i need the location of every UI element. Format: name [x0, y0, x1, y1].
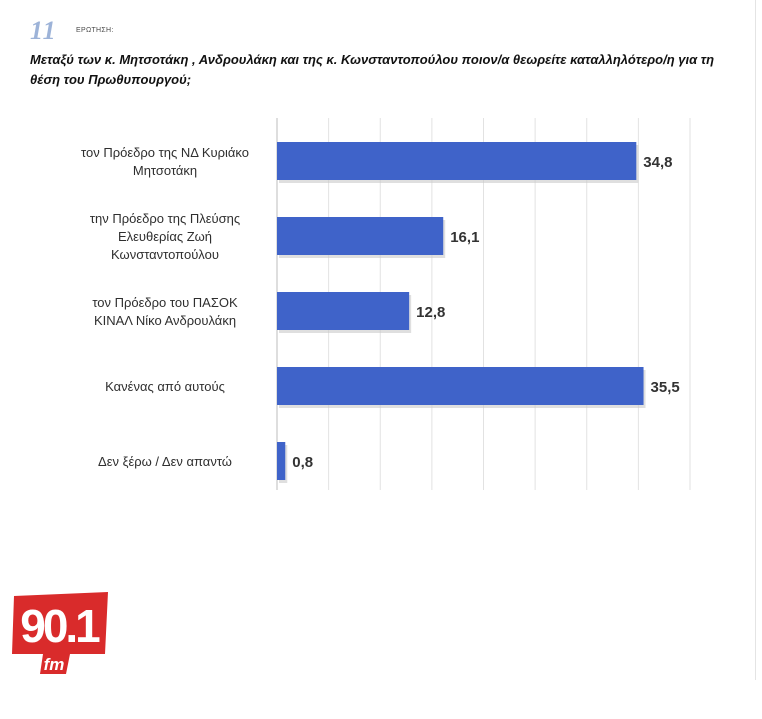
page-divider: [755, 0, 756, 680]
bar: [277, 142, 637, 180]
question-label: ΕΡΩΤΗΣΗ:: [76, 27, 114, 34]
bar: [277, 367, 644, 405]
logo-text: 90.1: [20, 600, 100, 652]
logo-subtext: fm: [44, 655, 65, 674]
category-label: ΚΙΝΑΛ Νίκο Ανδρουλάκη: [94, 313, 236, 328]
bar: [277, 217, 444, 255]
category-label: Κανένας από αυτούς: [105, 379, 225, 394]
chart-category-labels: τον Πρόεδρο της ΝΔ Κυριάκο Μητσοτάκη την Π…: [81, 145, 249, 469]
bar: [277, 442, 286, 480]
bar-value-label: 0,8: [292, 454, 313, 471]
category-label: Κωνσταντοπούλου: [111, 247, 219, 262]
logo-shape: [12, 592, 108, 674]
category-label: τον Πρόεδρο της ΝΔ Κυριάκο: [81, 145, 249, 160]
chart-bars: [277, 142, 646, 483]
bar-value-label: 34,8: [643, 154, 672, 171]
bar: [277, 292, 410, 330]
bar-value-label: 16,1: [450, 229, 479, 246]
category-label: Ελευθερίας Ζωή: [118, 229, 212, 244]
question-text: Μεταξύ των κ. Μητσοτάκη , Ανδρουλάκη και…: [30, 52, 715, 87]
radio-logo: 90.1 fm: [12, 592, 108, 674]
bar-value-label: 35,5: [651, 379, 680, 396]
question-number: 11: [30, 16, 57, 45]
category-label: την Πρόεδρο της Πλεύσης: [90, 211, 240, 226]
bar-value-label: 12,8: [416, 304, 445, 321]
category-label: τον Πρόεδρο του ΠΑΣΟΚ: [92, 295, 238, 310]
category-label: Δεν ξέρω / Δεν απαντώ: [98, 454, 232, 469]
chart-value-labels: 34,8 16,1 12,8 35,5 0,8: [292, 154, 679, 471]
category-label: Μητσοτάκη: [133, 163, 197, 178]
bar-chart: τον Πρόεδρο της ΝΔ Κυριάκο Μητσοτάκη την Π…: [81, 118, 691, 490]
